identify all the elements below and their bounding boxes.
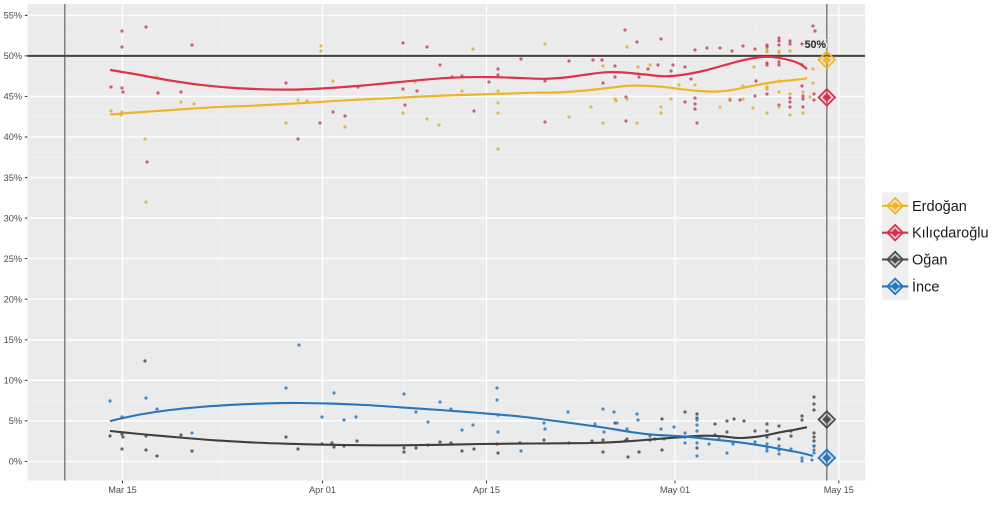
svg-text:Mar 15: Mar 15: [108, 485, 137, 495]
svg-text:55%: 55%: [4, 11, 22, 21]
svg-text:Apr 15: Apr 15: [473, 485, 500, 495]
svg-text:10%: 10%: [4, 376, 22, 386]
svg-text:5%: 5%: [9, 416, 22, 426]
svg-text:50%: 50%: [805, 39, 827, 51]
svg-text:50%: 50%: [805, 39, 827, 51]
svg-text:35%: 35%: [4, 173, 22, 183]
svg-text:İnce: İnce: [912, 277, 939, 295]
svg-text:May 01: May 01: [660, 485, 690, 495]
svg-text:Apr 01: Apr 01: [309, 485, 336, 495]
svg-text:20%: 20%: [4, 294, 22, 304]
svg-text:Erdoğan: Erdoğan: [912, 199, 967, 215]
svg-text:40%: 40%: [4, 132, 22, 142]
svg-text:30%: 30%: [4, 213, 22, 223]
svg-text:45%: 45%: [4, 92, 22, 102]
svg-text:Kılıçdaroğlu: Kılıçdaroğlu: [912, 226, 989, 242]
svg-text:50%: 50%: [4, 51, 22, 61]
svg-text:25%: 25%: [4, 254, 22, 264]
svg-text:0%: 0%: [9, 457, 22, 467]
svg-text:Oğan: Oğan: [912, 253, 947, 269]
svg-text:May 15: May 15: [824, 485, 854, 495]
svg-text:15%: 15%: [4, 335, 22, 345]
